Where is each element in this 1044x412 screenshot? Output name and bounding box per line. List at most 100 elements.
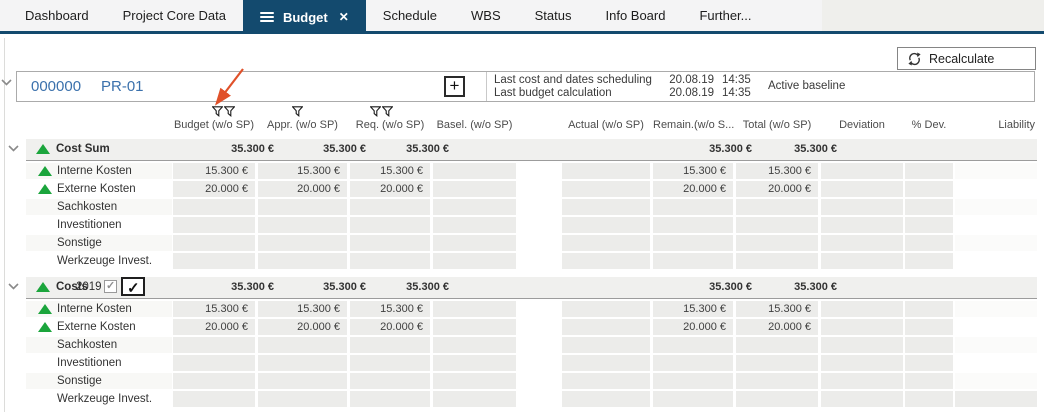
table-cell[interactable] <box>821 235 903 251</box>
table-cell[interactable] <box>736 253 818 269</box>
tab-dashboard[interactable]: Dashboard <box>25 8 89 23</box>
table-cell[interactable] <box>562 181 650 197</box>
tab-schedule[interactable]: Schedule <box>382 8 437 23</box>
table-cell[interactable] <box>955 163 1037 179</box>
table-cell[interactable] <box>821 391 903 407</box>
table-cell[interactable] <box>736 373 818 389</box>
table-cell[interactable] <box>433 235 516 251</box>
table-cell[interactable] <box>173 235 255 251</box>
table-cell[interactable] <box>562 235 650 251</box>
table-cell[interactable] <box>955 337 1037 353</box>
table-cell[interactable] <box>433 163 516 179</box>
tab-further[interactable]: Further... <box>699 8 752 23</box>
table-cell[interactable] <box>258 391 347 407</box>
table-cell[interactable] <box>905 319 953 335</box>
table-cell[interactable]: 20.000 € <box>350 319 430 335</box>
table-cell[interactable]: 15.300 € <box>173 163 255 179</box>
table-cell[interactable] <box>653 253 733 269</box>
table-cell[interactable]: 20.000 € <box>258 181 347 197</box>
table-cell[interactable] <box>905 337 953 353</box>
table-cell[interactable] <box>562 337 650 353</box>
table-cell[interactable] <box>173 337 255 353</box>
table-cell[interactable]: 20.000 € <box>173 181 255 197</box>
table-cell[interactable] <box>653 373 733 389</box>
table-cell[interactable] <box>433 319 516 335</box>
table-cell[interactable] <box>350 355 430 371</box>
table-cell[interactable] <box>955 199 1037 215</box>
tab-info-board[interactable]: Info Board <box>605 8 666 23</box>
table-cell[interactable] <box>955 319 1037 335</box>
table-cell[interactable] <box>905 355 953 371</box>
table-cell[interactable] <box>955 217 1037 233</box>
table-cell[interactable] <box>258 337 347 353</box>
table-cell[interactable] <box>905 253 953 269</box>
table-cell[interactable] <box>173 355 255 371</box>
project-name[interactable]: PR-01 <box>101 78 144 95</box>
table-cell[interactable] <box>562 355 650 371</box>
table-cell[interactable] <box>821 253 903 269</box>
table-cell[interactable]: 15.300 € <box>736 163 818 179</box>
table-cell[interactable] <box>562 319 650 335</box>
table-cell[interactable] <box>350 217 430 233</box>
table-cell[interactable] <box>258 373 347 389</box>
table-cell[interactable] <box>433 355 516 371</box>
menu-icon[interactable] <box>259 12 274 22</box>
table-cell[interactable] <box>173 217 255 233</box>
table-cell[interactable] <box>955 373 1037 389</box>
table-cell[interactable] <box>955 301 1037 317</box>
table-cell[interactable] <box>736 355 818 371</box>
table-cell[interactable] <box>821 373 903 389</box>
project-id[interactable]: 000000 <box>31 78 82 95</box>
table-cell[interactable] <box>905 181 953 197</box>
table-cell[interactable]: 20.000 € <box>258 319 347 335</box>
table-cell[interactable] <box>562 199 650 215</box>
table-cell[interactable] <box>433 391 516 407</box>
table-cell[interactable] <box>258 355 347 371</box>
table-cell[interactable]: 20.000 € <box>736 181 818 197</box>
table-cell[interactable] <box>258 199 347 215</box>
tab-project-core-data[interactable]: Project Core Data <box>122 8 226 23</box>
tab-status[interactable]: Status <box>534 8 572 23</box>
table-cell[interactable] <box>736 235 818 251</box>
table-cell[interactable] <box>562 217 650 233</box>
table-cell[interactable] <box>258 253 347 269</box>
group-collapse-chevron-icon[interactable] <box>8 283 19 290</box>
table-cell[interactable] <box>433 301 516 317</box>
table-cell[interactable] <box>653 199 733 215</box>
table-cell[interactable] <box>736 391 818 407</box>
req-filter-icons[interactable] <box>370 106 393 117</box>
table-cell[interactable] <box>562 301 650 317</box>
project-collapse-chevron-icon[interactable] <box>1 79 12 86</box>
table-cell[interactable] <box>905 199 953 215</box>
table-cell[interactable] <box>173 199 255 215</box>
table-cell[interactable] <box>905 391 953 407</box>
table-cell[interactable]: 15.300 € <box>653 163 733 179</box>
add-button[interactable]: + <box>444 76 465 97</box>
table-cell[interactable] <box>821 355 903 371</box>
group-collapse-chevron-icon[interactable] <box>8 145 19 152</box>
table-cell[interactable]: 15.300 € <box>173 301 255 317</box>
recalculate-button[interactable]: Recalculate <box>897 47 1036 70</box>
table-cell[interactable] <box>173 373 255 389</box>
table-cell[interactable] <box>562 253 650 269</box>
table-cell[interactable] <box>821 337 903 353</box>
table-cell[interactable] <box>955 235 1037 251</box>
tab-budget[interactable]: Budget ✕ <box>242 0 366 34</box>
table-cell[interactable]: 15.300 € <box>653 301 733 317</box>
table-cell[interactable]: 15.300 € <box>258 301 347 317</box>
table-cell[interactable]: 20.000 € <box>350 181 430 197</box>
table-cell[interactable] <box>562 163 650 179</box>
table-cell[interactable] <box>905 217 953 233</box>
table-cell[interactable] <box>736 217 818 233</box>
table-cell[interactable] <box>905 373 953 389</box>
table-cell[interactable] <box>955 391 1037 407</box>
table-cell[interactable] <box>955 253 1037 269</box>
table-cell[interactable]: 20.000 € <box>653 319 733 335</box>
table-cell[interactable] <box>258 217 347 233</box>
table-cell[interactable] <box>653 355 733 371</box>
table-cell[interactable] <box>350 391 430 407</box>
table-cell[interactable] <box>821 301 903 317</box>
table-cell[interactable] <box>433 337 516 353</box>
table-cell[interactable] <box>653 391 733 407</box>
table-cell[interactable] <box>433 373 516 389</box>
